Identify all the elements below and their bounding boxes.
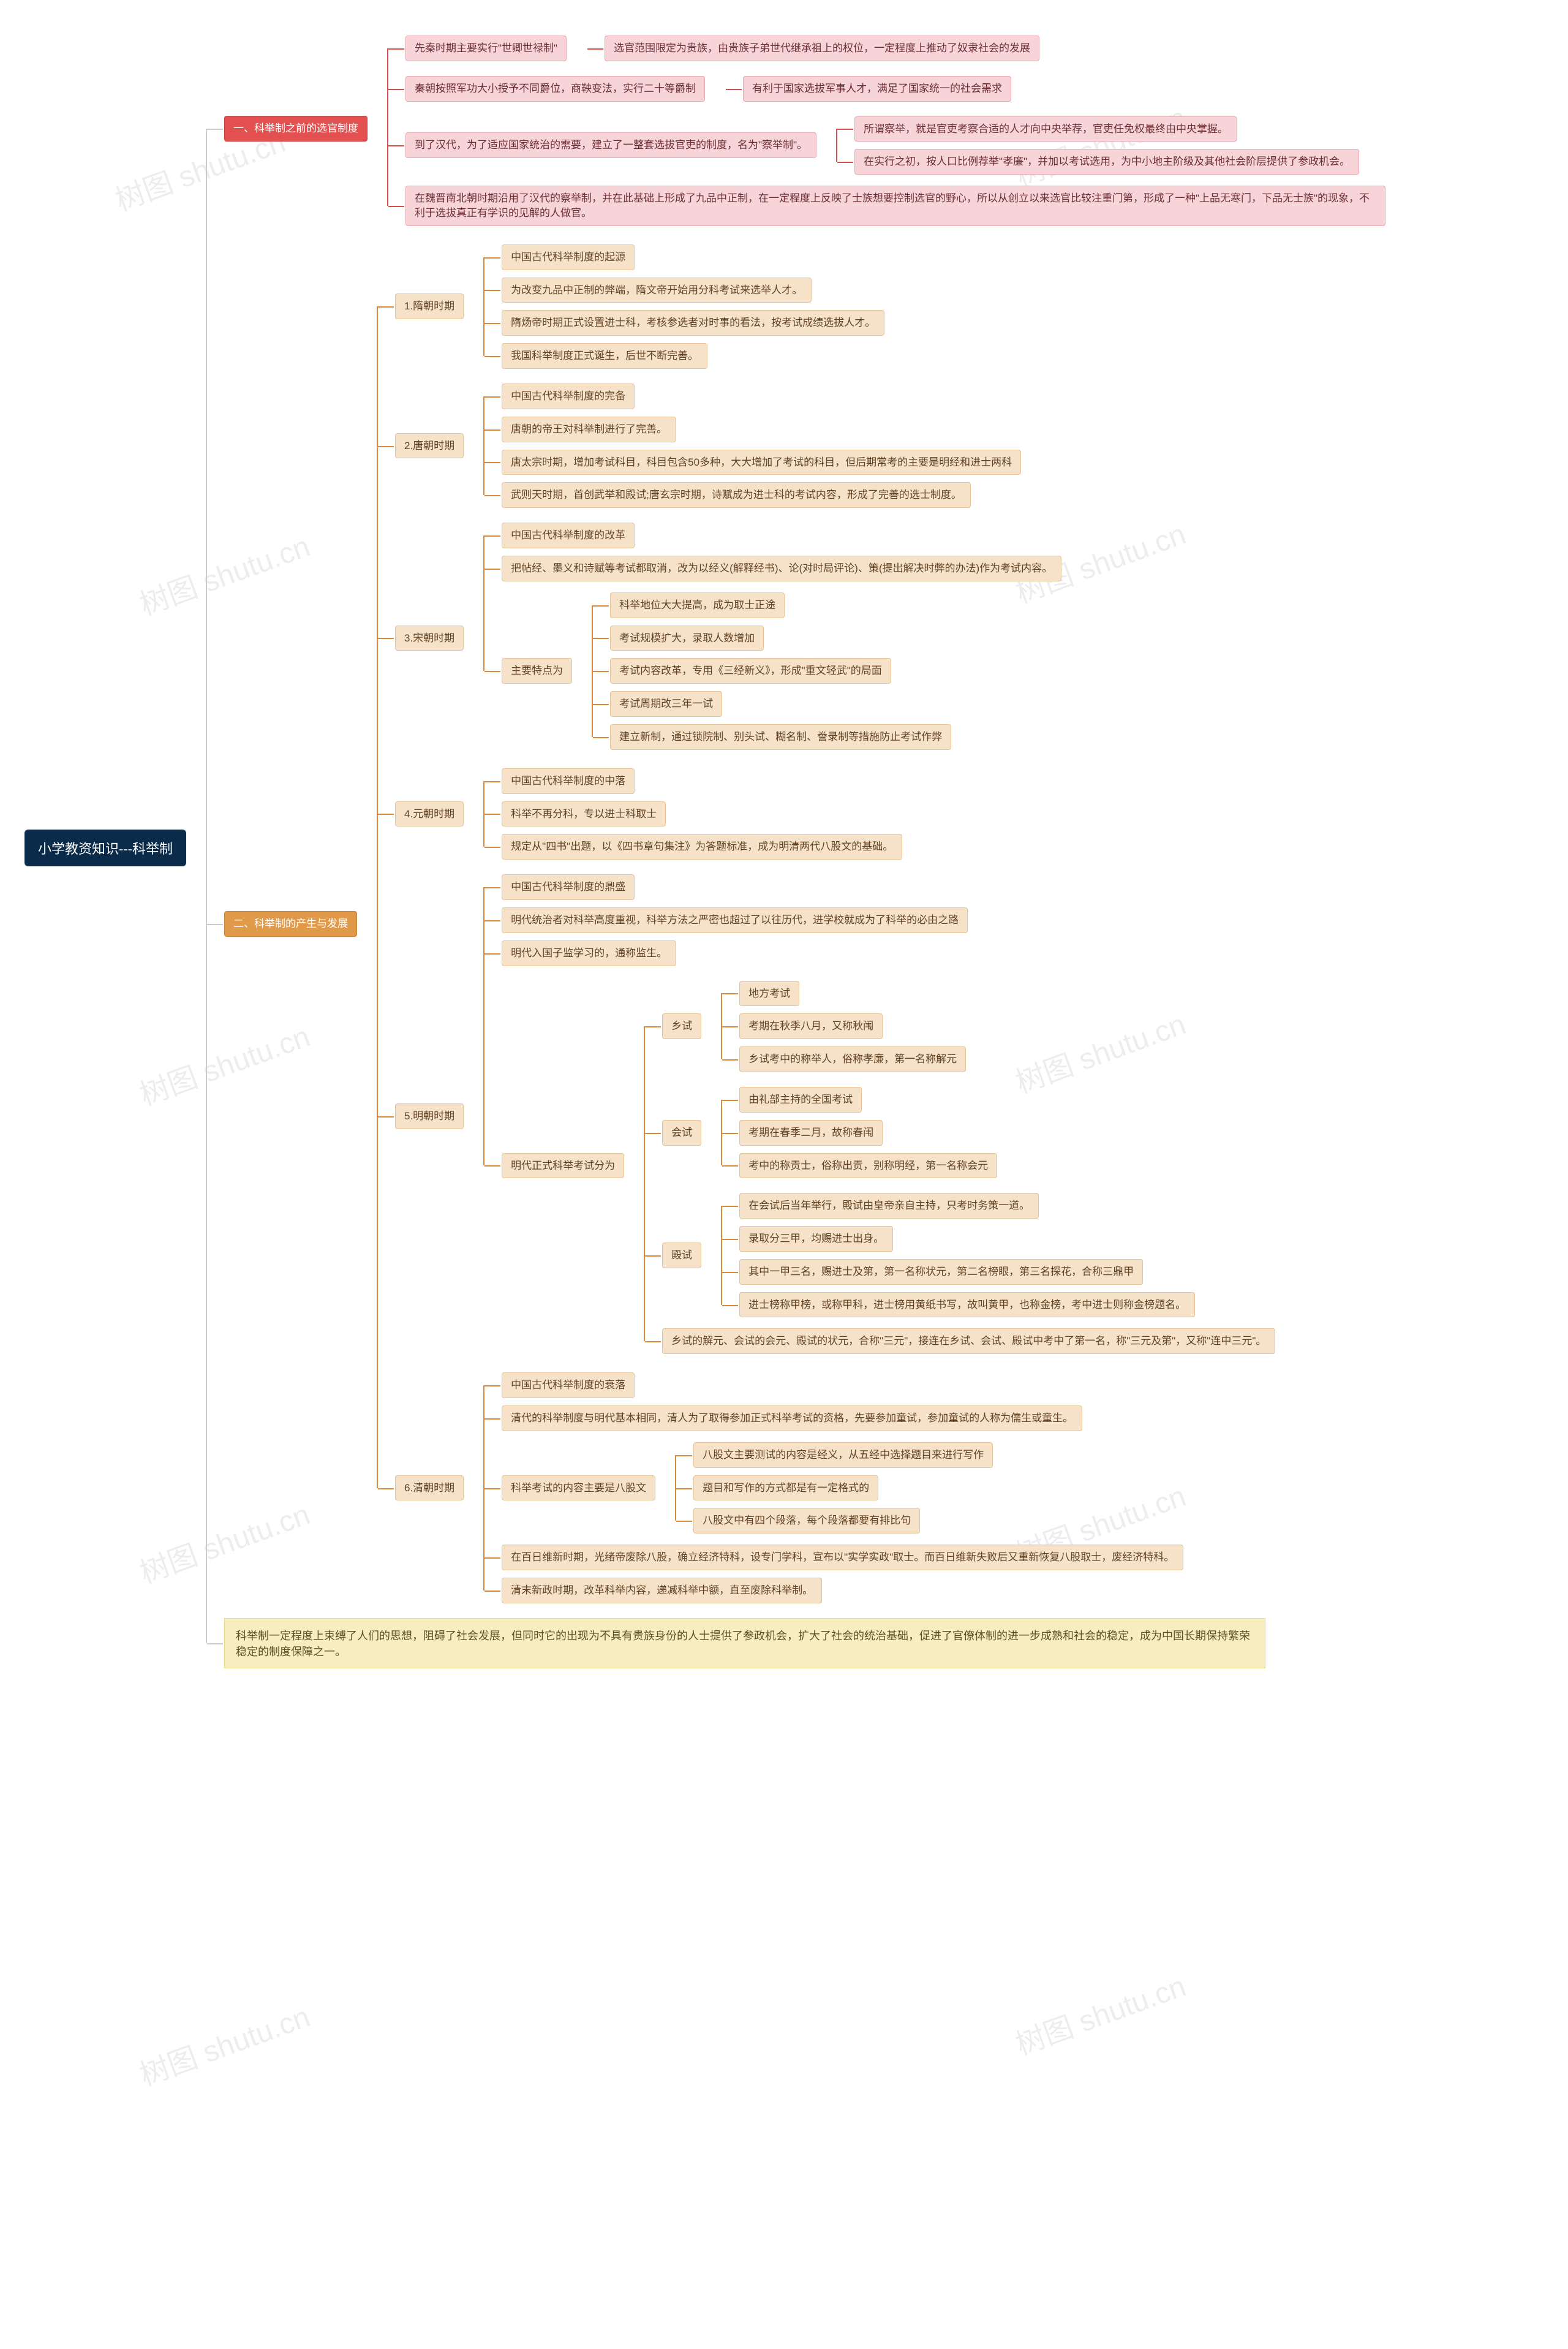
exam-sum: 乡试的解元、会试的会元、殿试的状元，合称"三元"，接连在乡试、会试、殿试中考中了… [662, 1328, 1275, 1354]
section-2-title: 二、科举制的产生与发展 [224, 911, 357, 937]
xiangshi-title: 乡试 [662, 1013, 701, 1039]
p2-b: 唐朝的帝王对科举制进行了完善。 [502, 417, 676, 442]
p3-feat-c: 考试内容改革，专用《三经新义》，形成"重文轻武"的局面 [610, 658, 891, 684]
dian-c: 其中一甲三名，赐进士及第，第一名称状元，第二名榜眼，第三名探花，合称三鼎甲 [739, 1259, 1143, 1285]
p4-c: 规定从"四书"出题，以《四书章句集注》为答题标准，成为明清两代八股文的基础。 [502, 834, 902, 860]
hui-c: 考中的称贡士，俗称出贡，别称明经，第一名称会元 [739, 1153, 997, 1179]
p1-d: 我国科举制度正式诞生，后世不断完善。 [502, 343, 707, 369]
watermark: 树图 shutu.cn [133, 1992, 315, 2094]
p1: 1.隋朝时期 中国古代科举制度的起源 为改变九品中正制的弊端，隋文帝开始用分科考… [395, 241, 1275, 373]
p6-title: 6.清朝时期 [395, 1475, 464, 1501]
section-1-branch: 一、科举制之前的选官制度 先秦时期主要实行"世卿世禄制" 选官范围限定为贵族，由… [224, 28, 1385, 230]
p3-feat-title: 主要特点为 [502, 658, 572, 684]
summary-branch: 科举制一定程度上束缚了人们的思想，阻碍了社会发展，但同时它的出现为不具有贵族身份… [224, 1618, 1385, 1668]
p2-c: 唐太宗时期，增加考试科目，科目包含50多种，大大增加了考试的科目，但后期常考的主… [502, 450, 1021, 475]
bagu-c: 八股文中有四个段落，每个段落都要有排比句 [693, 1508, 920, 1534]
p6-bagu: 科举考试的内容主要是八股文 八股文主要测试的内容是经义，从五经中选择题目来进行写… [502, 1439, 1183, 1537]
p5-a: 中国古代科举制度的鼎盛 [502, 874, 635, 900]
summary-text: 科举制一定程度上束缚了人们的思想，阻碍了社会发展，但同时它的出现为不具有贵族身份… [224, 1618, 1265, 1668]
s1-b: 秦朝按照军功大小授予不同爵位，商鞅变法，实行二十等爵制 有利于国家选拔军事人才，… [405, 72, 1385, 105]
p4-b: 科举不再分科，专以进士科取士 [502, 801, 666, 827]
s1-c-r1: 所谓察举，就是官吏考察合适的人才向中央举荐，官吏任免权最终由中央掌握。 [854, 116, 1237, 142]
section-2-branch: 二、科举制的产生与发展 1.隋朝时期 中国古代科举制度的起源 为改变九品中正制的… [224, 237, 1385, 1611]
huishi: 会试 由礼部主持的全国考试 考期在春季二月，故称春闱 考中的称贡士，俗称出贡，别… [662, 1083, 1275, 1182]
p5-exam: 明代正式科举考试分为 乡试 地方考试 考期在秋季八月，又称秋闱 乡试考中的称举人… [502, 974, 1275, 1358]
s1-d-text: 在魏晋南北朝时期沿用了汉代的察举制，并在此基础上形成了九品中正制，在一定程度上反… [405, 186, 1385, 226]
s1-a: 先秦时期主要实行"世卿世禄制" 选官范围限定为贵族，由贵族子弟世代继承祖上的权位… [405, 32, 1385, 65]
p5-c: 明代入国子监学习的，通称监生。 [502, 940, 676, 966]
dian-a: 在会试后当年举行，殿试由皇帝亲自主持，只考时务策一道。 [739, 1193, 1039, 1219]
p1-a: 中国古代科举制度的起源 [502, 244, 635, 270]
s1-c-left: 到了汉代，为了适应国家统治的需要，建立了一整套选拔官吏的制度，名为"察举制"。 [405, 132, 816, 158]
dianshi: 殿试 在会试后当年举行，殿试由皇帝亲自主持，只考时务策一道。 录取分三甲，均赐进… [662, 1189, 1275, 1321]
p3: 3.宋朝时期 中国古代科举制度的改革 把帖经、墨义和诗赋等考试都取消，改为以经义… [395, 519, 1275, 757]
watermark: 树图 shutu.cn [1009, 1962, 1191, 2063]
section-2-children: 1.隋朝时期 中国古代科举制度的起源 为改变九品中正制的弊端，隋文帝开始用分科考… [375, 237, 1275, 1611]
s1-a-left: 先秦时期主要实行"世卿世禄制" [405, 36, 567, 61]
s1-a-right: 选官范围限定为贵族，由贵族子弟世代继承祖上的权位，一定程度上推动了奴隶社会的发展 [605, 36, 1039, 61]
p6-d: 在百日维新时期，光绪帝废除八股，确立经济特科，设专门学科，宣布以"实学实政"取士… [502, 1545, 1183, 1570]
dianshi-title: 殿试 [662, 1243, 701, 1268]
p2: 2.唐朝时期 中国古代科举制度的完备 唐朝的帝王对科举制进行了完善。 唐太宗时期… [395, 380, 1275, 512]
s1-a-child: 选官范围限定为贵族，由贵族子弟世代继承祖上的权位，一定程度上推动了奴隶社会的发展 [585, 32, 1039, 65]
s1-b-left: 秦朝按照军功大小授予不同爵位，商鞅变法，实行二十等爵制 [405, 76, 705, 102]
p3-feat-e: 建立新制，通过锁院制、别头试、糊名制、誊录制等措施防止考试作弊 [610, 724, 951, 750]
p1-c: 隋炀帝时期正式设置进士科，考核参选者对时事的看法，按考试成绩选拔人才。 [502, 310, 884, 336]
p3-feat-b: 考试规模扩大，录取人数增加 [610, 626, 764, 651]
p6-bagu-title: 科举考试的内容主要是八股文 [502, 1475, 655, 1501]
p5-b: 明代统治者对科举高度重视，科举方法之严密也超过了以往历代，进学校就成为了科举的必… [502, 907, 968, 933]
p5-exam-title: 明代正式科举考试分为 [502, 1153, 624, 1179]
s1-c: 到了汉代，为了适应国家统治的需要，建立了一整套选拔官吏的制度，名为"察举制"。 … [405, 113, 1385, 179]
section-1-title: 一、科举制之前的选官制度 [224, 116, 368, 142]
hui-b: 考期在春季二月，故称春闱 [739, 1120, 883, 1146]
xiangshi: 乡试 地方考试 考期在秋季八月，又称秋闱 乡试考中的称举人，俗称孝廉，第一名称解… [662, 977, 1275, 1076]
p3-b: 把帖经、墨义和诗赋等考试都取消，改为以经义(解释经书)、论(对时局评论)、策(提… [502, 556, 1061, 581]
section-1-children: 先秦时期主要实行"世卿世禄制" 选官范围限定为贵族，由贵族子弟世代继承祖上的权位… [386, 28, 1385, 230]
xiang-a: 地方考试 [739, 981, 799, 1007]
bagu-a: 八股文主要测试的内容是经义，从五经中选择题目来进行写作 [693, 1442, 993, 1468]
dian-d: 进士榜称甲榜，或称甲科，进士榜用黄纸书写，故叫黄甲，也称金榜，考中进士则称金榜题… [739, 1292, 1195, 1318]
xiang-c: 乡试考中的称举人，俗称孝廉，第一名称解元 [739, 1046, 966, 1072]
p6-e: 清末新政时期，改革科举内容，递减科举中额，直至废除科举制。 [502, 1578, 822, 1603]
s1-d: 在魏晋南北朝时期沿用了汉代的察举制，并在此基础上形成了九品中正制，在一定程度上反… [405, 186, 1385, 226]
mindmap-root-container: 小学教资知识---科举制 一、科举制之前的选官制度 先秦时期主要实行"世卿世禄制… [24, 25, 1544, 1672]
p6-a: 中国古代科举制度的衰落 [502, 1372, 635, 1398]
p2-d: 武则天时期，首创武举和殿试;唐玄宗时期，诗赋成为进士科的考试内容，形成了完善的选… [502, 482, 971, 508]
p3-feat: 主要特点为 科举地位大大提高，成为取士正途 考试规模扩大，录取人数增加 考试内容… [502, 589, 1061, 754]
s1-c-r2: 在实行之初，按人口比例荐举"孝廉"，并加以考试选用，为中小地主阶级及其他社会阶层… [854, 149, 1359, 175]
hui-a: 由礼部主持的全国考试 [739, 1087, 862, 1113]
p6-b: 清代的科举制度与明代基本相同，清人为了取得参加正式科举考试的资格，先要参加童试，… [502, 1405, 1082, 1431]
p3-feat-a: 科举地位大大提高，成为取士正途 [610, 592, 785, 618]
s1-b-right: 有利于国家选拔军事人才，满足了国家统一的社会需求 [743, 76, 1011, 102]
p3-title: 3.宋朝时期 [395, 626, 464, 651]
huishi-title: 会试 [662, 1120, 701, 1146]
dian-b: 录取分三甲，均赐进士出身。 [739, 1226, 893, 1252]
p4-title: 4.元朝时期 [395, 801, 464, 827]
root-node: 小学教资知识---科举制 [24, 830, 186, 866]
bagu-b: 题目和写作的方式都是有一定格式的 [693, 1475, 878, 1501]
p3-a: 中国古代科举制度的改革 [502, 523, 635, 548]
p1-b: 为改变九品中正制的弊端，隋文帝开始用分科考试来选举人才。 [502, 278, 812, 303]
p5-title: 5.明朝时期 [395, 1103, 464, 1129]
p2-a: 中国古代科举制度的完备 [502, 384, 635, 409]
p1-title: 1.隋朝时期 [395, 293, 464, 319]
p5: 5.明朝时期 中国古代科举制度的鼎盛 明代统治者对科举高度重视，科举方法之严密也… [395, 871, 1275, 1361]
xiang-b: 考期在秋季八月，又称秋闱 [739, 1013, 883, 1039]
p6: 6.清朝时期 中国古代科举制度的衰落 清代的科举制度与明代基本相同，清人为了取得… [395, 1369, 1275, 1607]
p4-a: 中国古代科举制度的中落 [502, 768, 635, 794]
p3-feat-d: 考试周期改三年一试 [610, 691, 722, 717]
root-children: 一、科举制之前的选官制度 先秦时期主要实行"世卿世禄制" 选官范围限定为贵族，由… [205, 25, 1385, 1672]
p2-title: 2.唐朝时期 [395, 433, 464, 459]
p4: 4.元朝时期 中国古代科举制度的中落 科举不再分科，专以进士科取士 规定从"四书… [395, 765, 1275, 863]
